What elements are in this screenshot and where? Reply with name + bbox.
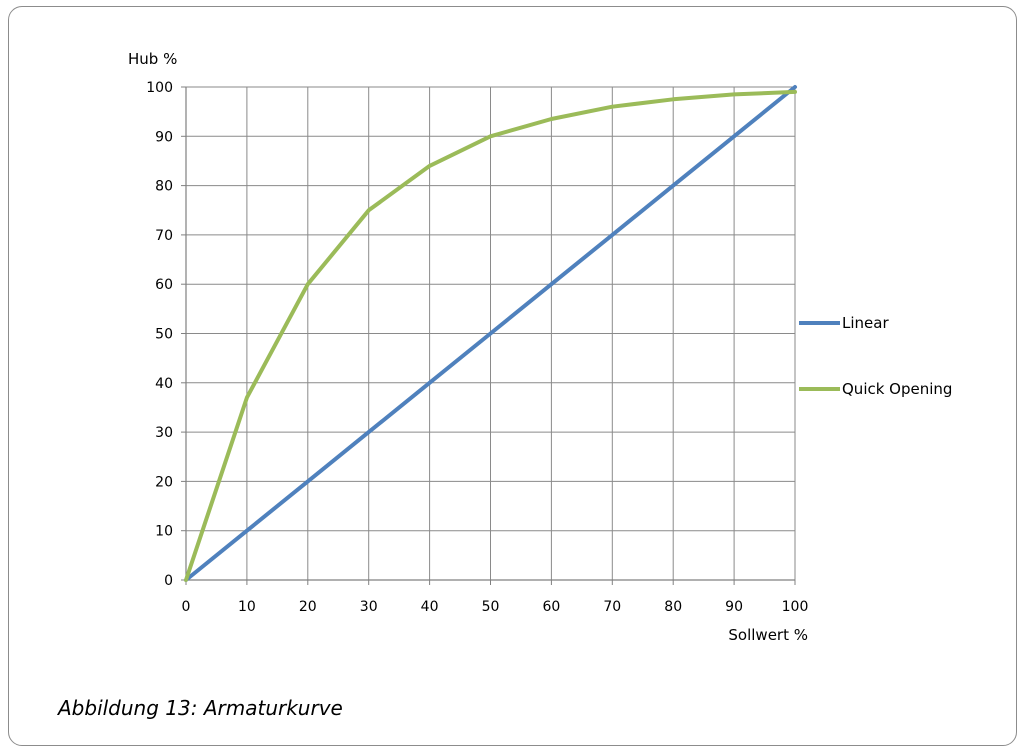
x-tick-label: 20 [299, 599, 317, 615]
x-axis-label: Sollwert % [728, 626, 808, 644]
y-tick-label: 60 [155, 277, 173, 293]
x-tick-label: 50 [482, 599, 500, 615]
legend-label: Linear [842, 314, 889, 332]
legend-label: Quick Opening [842, 380, 952, 398]
x-tick-label: 10 [238, 599, 256, 615]
y-tick-label: 20 [155, 474, 173, 490]
x-tick-label: 40 [421, 599, 439, 615]
x-tick-label: 60 [542, 599, 560, 615]
y-tick-label: 70 [155, 228, 173, 244]
x-tick-label: 100 [782, 599, 809, 615]
y-tick-label: 90 [155, 129, 173, 145]
series [184, 85, 797, 582]
y-tick-label: 10 [155, 524, 173, 540]
y-tick-label: 50 [155, 327, 173, 343]
y-tick-label: 30 [155, 425, 173, 441]
x-tick-label: 30 [360, 599, 378, 615]
x-tick-label: 0 [182, 599, 191, 615]
y-tick-label: 0 [164, 573, 173, 589]
axes: 0 10 20 30 40 50 60 70 80 90 100 0 10 20 30 40 50 60 70 80 9… [146, 80, 808, 615]
series-line-quick-opening [184, 89, 797, 582]
y-axis-label: Hub % [128, 50, 177, 68]
y-tick-label: 80 [155, 179, 173, 195]
series-line-linear [184, 85, 797, 582]
x-tick-label: 80 [664, 599, 682, 615]
x-tick-label: 90 [725, 599, 743, 615]
y-tick-label: 100 [146, 80, 173, 96]
figure-caption: Abbildung 13: Armaturkurve [58, 696, 343, 720]
y-tick-label: 40 [155, 376, 173, 392]
legend: Linear Quick Opening [799, 314, 952, 398]
x-tick-label: 70 [603, 599, 621, 615]
